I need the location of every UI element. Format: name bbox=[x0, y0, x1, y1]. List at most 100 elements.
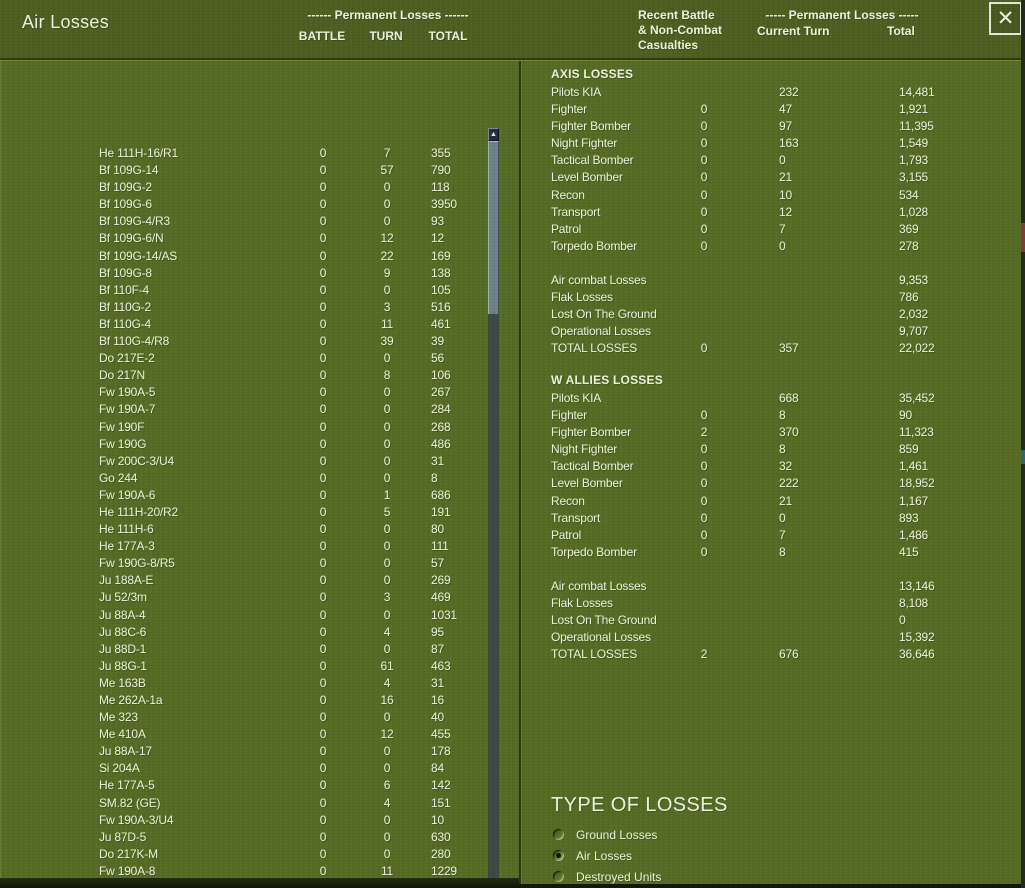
total-value: 9,707 bbox=[899, 324, 929, 339]
turn-losses: 0 bbox=[383, 197, 391, 212]
loss-category-label: Pilots KIA bbox=[551, 85, 602, 99]
total-value: 1,486 bbox=[899, 527, 929, 542]
total-value: 278 bbox=[899, 238, 919, 253]
aircraft-name: Me 163B bbox=[99, 675, 146, 690]
loss-row: Patrol 0 7 1,486 bbox=[551, 527, 1013, 544]
turn-losses: 0 bbox=[383, 607, 391, 622]
turn-losses: 0 bbox=[383, 829, 391, 844]
total-losses: 105 bbox=[431, 282, 451, 297]
loss-category-label: Patrol bbox=[551, 527, 582, 542]
axis-detail-rows: Pilots KIA 232 14,481 Fighter 0 47 1,921 bbox=[551, 84, 1013, 255]
current-turn-value: 12 bbox=[779, 204, 792, 219]
turn-losses: 0 bbox=[383, 453, 391, 468]
total-losses: 284 bbox=[431, 402, 451, 417]
total-value: 369 bbox=[899, 221, 919, 236]
battle-losses: 0 bbox=[319, 778, 327, 793]
table-row: Do 217E-2 0 0 56 bbox=[1, 350, 487, 367]
table-row: Go 244 0 0 8 bbox=[1, 470, 487, 487]
radio-button-icon[interactable] bbox=[553, 829, 564, 840]
allies-summary-rows: Air combat Losses 13,146 Flak Losses 8,1… bbox=[551, 578, 1013, 663]
total-losses: 8 bbox=[431, 470, 438, 485]
battle-losses: 0 bbox=[319, 693, 327, 707]
loss-row: Tactical Bomber 0 0 1,793 bbox=[551, 152, 1013, 169]
current-turn-value: 32 bbox=[779, 459, 792, 474]
turn-losses: 16 bbox=[380, 693, 394, 707]
battle-losses: 0 bbox=[319, 710, 327, 725]
recent-casualties-value: 2 bbox=[700, 647, 708, 662]
turn-losses: 61 bbox=[380, 658, 394, 673]
table-row: Me 163B 0 4 31 bbox=[1, 675, 487, 692]
aircraft-name: Do 217E-2 bbox=[99, 351, 155, 366]
loss-row: Fighter 0 8 90 bbox=[551, 407, 1013, 424]
current-turn-value: 0 bbox=[779, 153, 786, 168]
total-value: 11,395 bbox=[899, 119, 934, 134]
turn-losses: 12 bbox=[380, 231, 394, 246]
table-row: He 177A-3 0 0 111 bbox=[1, 538, 487, 555]
left-list-scrollbar[interactable]: ▲ ▼ bbox=[488, 128, 499, 888]
close-icon: ✕ bbox=[996, 6, 1015, 30]
turn-losses: 5 bbox=[383, 504, 391, 519]
panel-divider-highlight bbox=[521, 61, 522, 888]
table-row: Bf 110F-4 0 0 105 bbox=[1, 282, 487, 299]
loss-row: Recon 0 10 534 bbox=[551, 187, 1013, 204]
battle-losses: 0 bbox=[319, 368, 327, 383]
battle-losses: 0 bbox=[319, 590, 327, 605]
total-losses: 461 bbox=[431, 316, 451, 331]
table-row: Fw 200C-3/U4 0 0 31 bbox=[1, 453, 487, 470]
radio-option[interactable]: Air Losses bbox=[553, 845, 661, 866]
column-header-current-turn: Current Turn bbox=[757, 24, 830, 38]
turn-losses: 0 bbox=[383, 470, 391, 485]
column-header-total-right: Total bbox=[887, 24, 915, 38]
battle-losses: 0 bbox=[319, 316, 327, 331]
aircraft-name: Ju 88D-1 bbox=[99, 641, 147, 656]
aircraft-name: Ju 88A-17 bbox=[99, 744, 152, 759]
total-value: 90 bbox=[899, 408, 912, 423]
total-value: 1,167 bbox=[899, 493, 929, 508]
loss-summary-row: Flak Losses 786 bbox=[551, 289, 1013, 306]
aircraft-name: Bf 110G-2 bbox=[99, 299, 152, 314]
scroll-up-button[interactable]: ▲ bbox=[488, 128, 499, 141]
total-losses: 142 bbox=[431, 778, 451, 793]
turn-losses: 7 bbox=[383, 146, 391, 160]
loss-row: Level Bomber 0 21 3,155 bbox=[551, 169, 1013, 186]
loss-row: Level Bomber 0 222 18,952 bbox=[551, 475, 1013, 492]
loss-summary-row: Flak Losses 8,108 bbox=[551, 595, 1013, 612]
close-button[interactable]: ✕ bbox=[989, 2, 1022, 35]
radio-option[interactable]: Destroyed Units bbox=[553, 866, 661, 887]
right-permanent-losses-group-header: ----- Permanent Losses ----- bbox=[765, 8, 919, 22]
radio-option[interactable]: Ground Losses bbox=[553, 824, 661, 845]
total-losses: 138 bbox=[431, 265, 451, 280]
page-title: Air Losses bbox=[22, 12, 110, 32]
battle-losses: 0 bbox=[319, 539, 327, 554]
current-turn-value: 21 bbox=[779, 493, 792, 508]
table-row: Bf 110G-2 0 3 516 bbox=[1, 299, 487, 316]
total-losses: 268 bbox=[431, 419, 451, 434]
current-turn-value: 7 bbox=[779, 221, 786, 236]
battle-losses: 0 bbox=[319, 846, 327, 861]
radio-button-icon[interactable] bbox=[553, 850, 564, 861]
current-turn-value: 370 bbox=[779, 425, 799, 440]
total-value: 1,461 bbox=[899, 459, 929, 474]
recent-casualties-value: 0 bbox=[700, 136, 708, 151]
scrollbar-thumb[interactable] bbox=[488, 141, 499, 314]
loss-category-label: Lost On The Ground bbox=[551, 307, 657, 322]
total-losses: 169 bbox=[431, 248, 451, 263]
total-losses: 3950 bbox=[431, 197, 457, 212]
battle-losses: 0 bbox=[319, 829, 327, 844]
table-row: Fw 190F 0 0 268 bbox=[1, 419, 487, 436]
table-row: Bf 109G-14/AS 0 22 169 bbox=[1, 248, 487, 265]
total-value: 1,793 bbox=[899, 153, 929, 168]
turn-losses: 0 bbox=[383, 556, 391, 571]
total-value: 893 bbox=[899, 510, 919, 525]
radio-button-icon[interactable] bbox=[553, 871, 564, 882]
bottom-edge-strip-left bbox=[0, 878, 519, 888]
table-row: Bf 109G-14 0 57 790 bbox=[1, 162, 487, 179]
current-turn-value: 7 bbox=[779, 527, 786, 542]
total-losses: 16 bbox=[431, 693, 444, 707]
table-row: Ju 88D-1 0 0 87 bbox=[1, 641, 487, 658]
table-row: He 111H-16/R1 0 7 355 bbox=[1, 145, 487, 162]
total-losses: 267 bbox=[431, 385, 451, 400]
current-turn-value: 21 bbox=[779, 170, 792, 185]
radio-option-label: Destroyed Units bbox=[576, 869, 662, 884]
total-value: 14,481 bbox=[899, 85, 935, 99]
